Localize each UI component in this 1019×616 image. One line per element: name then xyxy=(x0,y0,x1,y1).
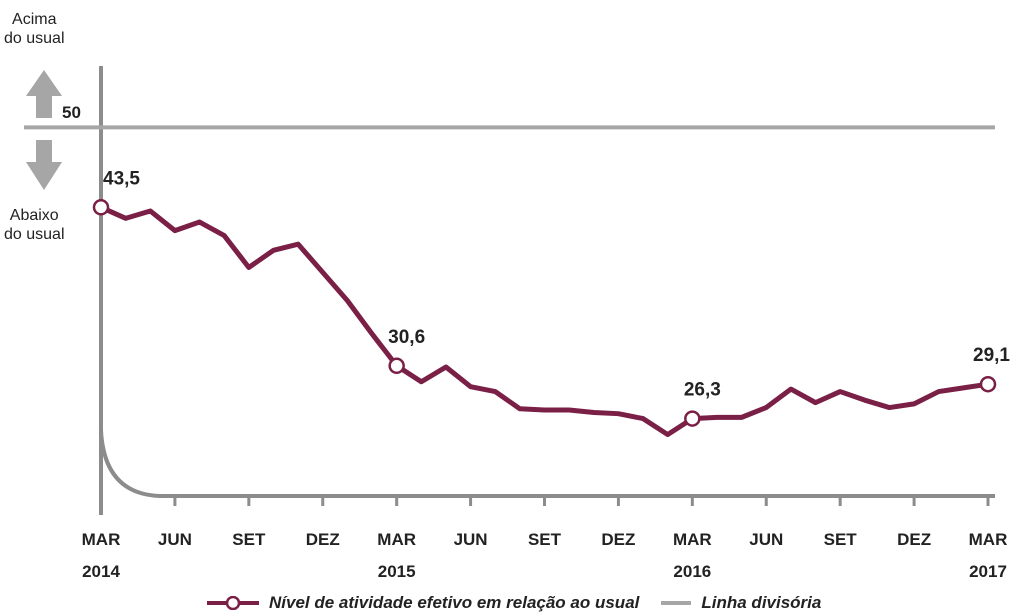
x-tick-label: DEZ xyxy=(897,530,932,549)
x-tick-label: SET xyxy=(527,530,562,549)
x-tick-label: DEZ xyxy=(305,530,340,549)
x-tick-label: MAR 2014 xyxy=(81,530,121,581)
x-tick-label: MAR 2016 xyxy=(672,530,712,581)
x-axis-break xyxy=(99,429,995,498)
annotation: Abaixo do usual xyxy=(4,206,65,244)
x-tick-label: SET xyxy=(823,530,857,549)
point-marker xyxy=(92,199,110,216)
x-tick-label: SET xyxy=(232,530,266,549)
data-label: 30,6 xyxy=(388,327,425,348)
legend-label: Linha divisória xyxy=(701,593,822,612)
legend-key xyxy=(661,601,692,605)
data-label: 43,5 xyxy=(103,168,140,189)
legend-label: Nível de atividade efetivo em relação ao… xyxy=(269,593,640,612)
down-arrow xyxy=(26,140,62,190)
annotation-line: do usual xyxy=(4,226,65,243)
x-tick-label: JUN xyxy=(157,530,192,549)
y-tick-label: 50 xyxy=(62,103,81,122)
x-tick-label: JUN xyxy=(749,530,784,549)
annotation-line: Acima xyxy=(12,11,57,28)
legend: Nível de atividade efetivo em relação ao… xyxy=(205,593,821,613)
point-marker xyxy=(979,375,997,393)
x-tick-label: JUN xyxy=(453,530,488,549)
series-line xyxy=(99,205,989,438)
x-tick-label: DEZ xyxy=(601,530,636,549)
up-arrow xyxy=(26,70,62,118)
data-label: 29,1 xyxy=(973,345,1010,366)
annotation-line: do usual xyxy=(4,30,65,47)
x-tick-label: MAR 2015 xyxy=(377,530,417,581)
annotation-line: Abaixo xyxy=(9,207,59,224)
point-marker xyxy=(388,357,405,375)
x-tick-label: MAR 2017 xyxy=(968,530,1008,581)
point-marker xyxy=(684,410,701,427)
legend-key xyxy=(207,596,259,610)
annotation: Acima do usual xyxy=(4,10,65,48)
data-label: 26,3 xyxy=(684,380,721,401)
